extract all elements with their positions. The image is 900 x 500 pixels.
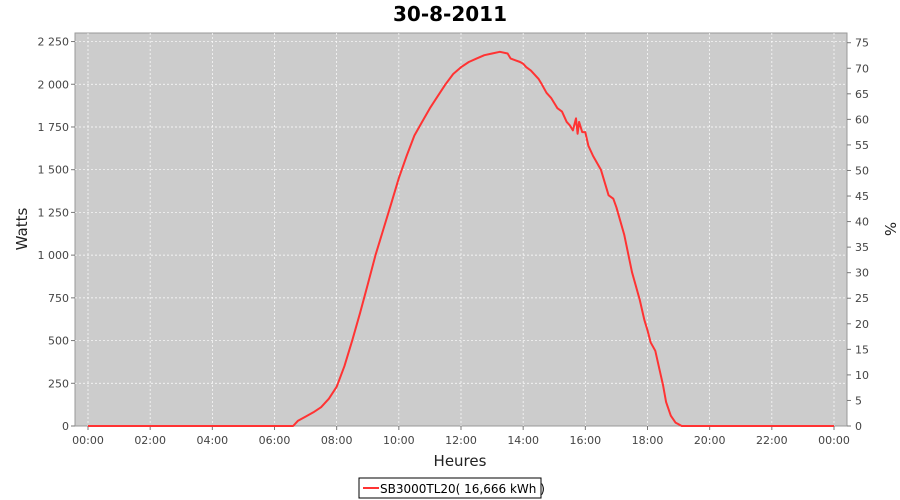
x-tick-label: 14:00 [507, 434, 539, 447]
x-tick-label: 20:00 [694, 434, 726, 447]
y-tick-label: 1 750 [38, 121, 70, 134]
y-axis-left: 0 250 500 750 1 000 1 250 1 500 1 750 2 000 2 250 [38, 36, 75, 433]
x-tick-label: 10:00 [383, 434, 415, 447]
legend-box [358, 477, 542, 499]
y-tick-label: 1 500 [38, 164, 70, 177]
y2-tick-label: 45 [855, 190, 869, 203]
x-tick-label: 18:00 [632, 434, 664, 447]
x-tick-label: 00:00 [818, 434, 850, 447]
y2-tick-label: 50 [855, 164, 869, 177]
x-tick-label: 06:00 [259, 434, 291, 447]
grid [75, 33, 847, 426]
series-line [88, 50, 834, 427]
x-tick-label: 02:00 [134, 434, 166, 447]
y-axis-right: 0 5 10 15 20 25 30 35 40 45 50 55 60 65 70 75 [847, 37, 869, 433]
y2-tick-label: 65 [855, 88, 869, 101]
y-tick-label: 2 250 [38, 36, 70, 49]
y2-tick-label: 5 [855, 394, 862, 407]
x-tick-label: 16:00 [569, 434, 601, 447]
chart-title: 30-8-2011 [393, 2, 507, 26]
y2-tick-label: 75 [855, 37, 869, 50]
y-tick-label: 0 [62, 420, 69, 433]
x-tick-label: 12:00 [445, 434, 477, 447]
y2-tick-label: 15 [855, 343, 869, 356]
y-tick-label: 250 [48, 377, 69, 390]
y2-tick-label: 10 [855, 369, 869, 382]
x-axis: 00:00 02:00 04:00 06:00 08:00 10:00 12:00 14:00… [72, 426, 850, 447]
y-tick-label: 1 000 [38, 249, 70, 262]
y-tick-label: 1 250 [38, 206, 70, 219]
y2-tick-label: 55 [855, 139, 869, 152]
x-axis-title: Heures [434, 452, 487, 470]
y2-axis-title: % [881, 222, 899, 236]
x-tick-label: 04:00 [196, 434, 228, 447]
y-tick-label: 2 000 [38, 78, 70, 91]
y2-tick-label: 40 [855, 216, 869, 229]
legend: SB3000TL20( 16,666 kWh ) [358, 477, 545, 499]
y2-tick-label: 60 [855, 113, 869, 126]
x-tick-label: 00:00 [72, 434, 104, 447]
y-axis-title: Watts [13, 208, 31, 251]
y2-tick-label: 70 [855, 62, 869, 75]
y2-tick-label: 25 [855, 292, 869, 305]
y-tick-label: 500 [48, 335, 69, 348]
y2-tick-label: 20 [855, 318, 869, 331]
x-tick-label: 22:00 [756, 434, 788, 447]
y2-tick-label: 35 [855, 241, 869, 254]
y-tick-label: 750 [48, 292, 69, 305]
y2-tick-label: 0 [855, 420, 862, 433]
x-tick-label: 08:00 [321, 434, 353, 447]
y2-tick-label: 30 [855, 267, 869, 280]
legend-label: SB3000TL20( 16,666 kWh ) [380, 482, 545, 496]
